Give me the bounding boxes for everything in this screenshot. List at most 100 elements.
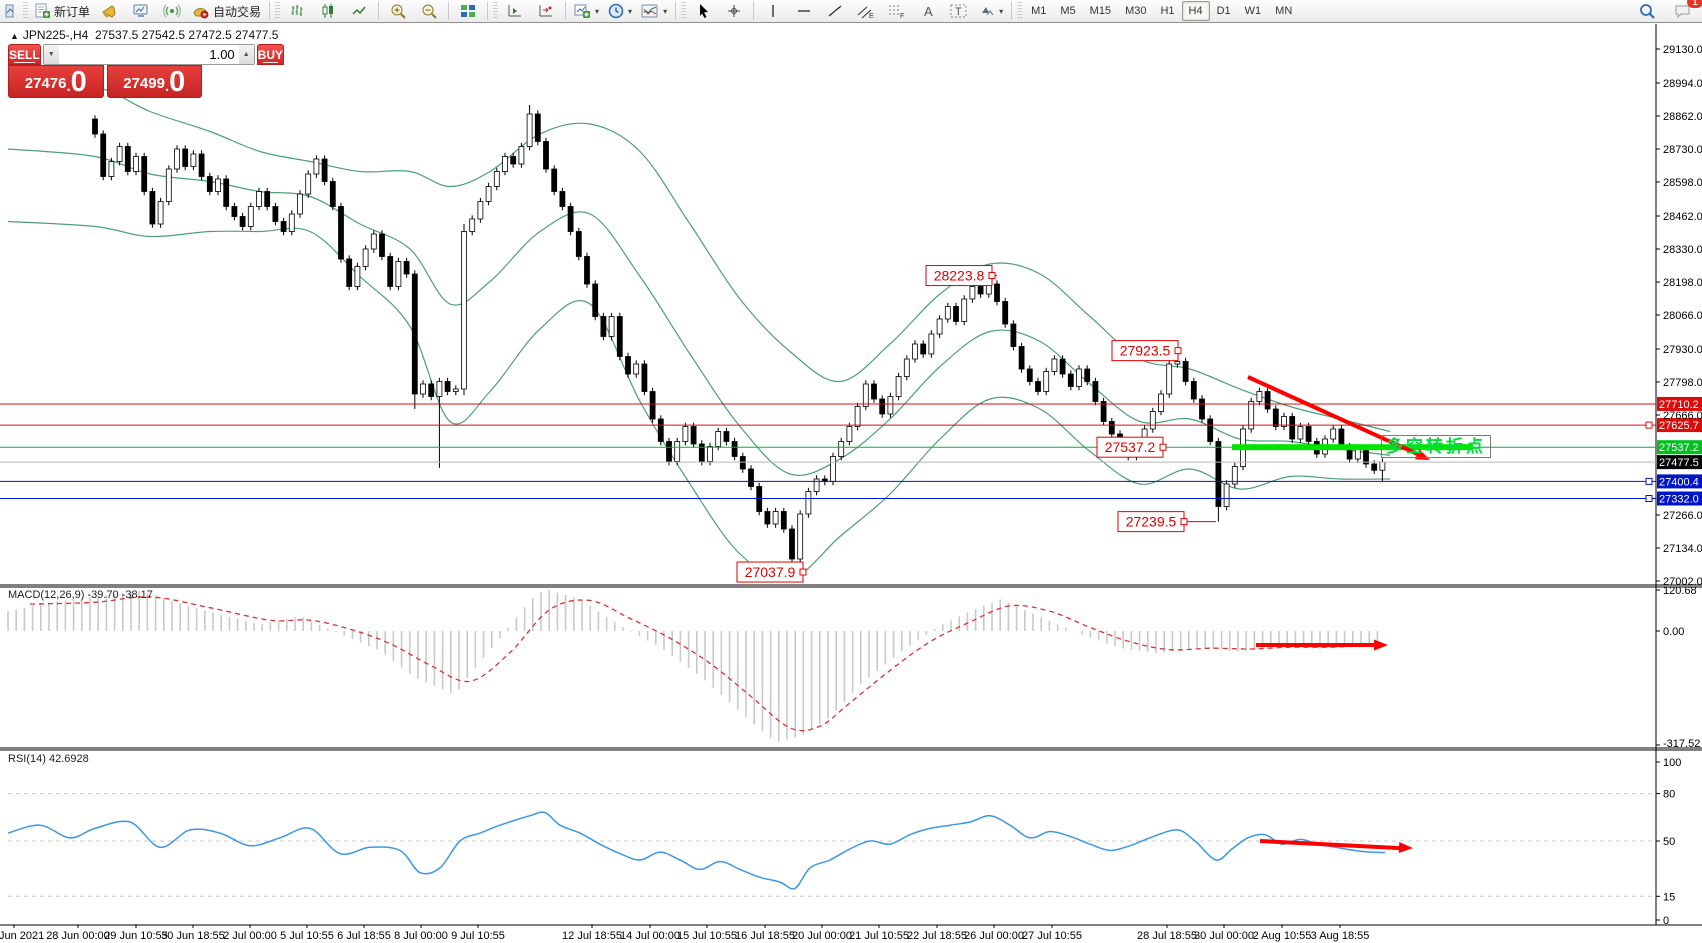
tf-button-M30[interactable]: M30 xyxy=(1125,5,1147,17)
arrow-head xyxy=(1374,639,1388,651)
new-order-button[interactable]: 新订单 xyxy=(30,0,94,22)
rsi-line xyxy=(7,811,1386,890)
shapes-icon xyxy=(979,3,995,19)
sell-button[interactable]: SELL xyxy=(8,44,41,65)
rsi-axis-label: 100 xyxy=(1663,757,1681,769)
tf-button-D1[interactable]: D1 xyxy=(1216,5,1231,17)
zoom-out-button[interactable] xyxy=(414,0,444,22)
date-label: 16 Jul 18:55 xyxy=(735,930,795,942)
macd-axis-label: 0.00 xyxy=(1663,626,1684,638)
date-label: 12 Jul 18:55 xyxy=(562,930,622,942)
indicators-button[interactable]: ▾ xyxy=(637,0,671,22)
volume-increase-button[interactable]: ▲ xyxy=(238,45,254,64)
auto-scroll-button[interactable] xyxy=(531,0,561,22)
date-label: 3 Aug 18:55 xyxy=(1311,930,1370,942)
callout-handle[interactable] xyxy=(988,272,996,280)
crosshair-icon xyxy=(726,3,742,19)
macd-axis-label: 120.68 xyxy=(1663,585,1697,597)
fibonacci-tool-button[interactable]: F xyxy=(882,0,912,22)
tf-button-M1[interactable]: M1 xyxy=(1031,5,1047,17)
tile-windows-icon xyxy=(460,3,476,19)
bollinger-middle xyxy=(7,148,1391,476)
tile-windows-button[interactable] xyxy=(453,0,483,22)
date-label: 8 Jul 00:00 xyxy=(394,930,448,942)
candles-icon xyxy=(320,3,336,19)
chat-button[interactable]: 1 xyxy=(1668,0,1702,22)
volume-decrease-button[interactable]: ▼ xyxy=(43,45,59,64)
trendline-tool-button[interactable] xyxy=(820,0,850,22)
sell-price[interactable]: 27476. 0 xyxy=(8,65,104,98)
channel-tool-button[interactable]: E xyxy=(851,0,881,22)
candle-chart-type-button[interactable] xyxy=(313,0,343,22)
search-button[interactable] xyxy=(1632,0,1662,22)
macd-signal-line xyxy=(29,596,1386,732)
price-badge-label: 27477.5 xyxy=(1659,457,1699,469)
rsi-axis-label: 50 xyxy=(1663,836,1675,848)
new-chart-button[interactable]: ▾ xyxy=(570,0,603,22)
new-order-label: 新订单 xyxy=(54,4,91,19)
callout-handle[interactable] xyxy=(799,568,807,576)
bars-icon xyxy=(289,3,305,19)
price-callout-label: 27923.5 xyxy=(1120,343,1171,359)
tf-button-M15[interactable]: M15 xyxy=(1089,5,1112,17)
shapes-tool-button[interactable]: ▾ xyxy=(975,0,1007,22)
clipped-icon xyxy=(0,0,21,22)
price-tick-label: 28462.0 xyxy=(1663,211,1702,223)
thick-level-segment[interactable] xyxy=(1232,444,1473,451)
line-handle-marker[interactable] xyxy=(1645,421,1653,429)
rsi-arrow-line[interactable] xyxy=(1259,839,1406,851)
tf-button-H4[interactable]: H4 xyxy=(1181,1,1210,21)
tf-button-M5[interactable]: M5 xyxy=(1060,5,1076,17)
strategy-tester-button[interactable] xyxy=(126,0,156,22)
tf-button-H1[interactable]: H1 xyxy=(1160,5,1175,17)
new-order-icon xyxy=(34,3,51,19)
cursor-tool-button[interactable] xyxy=(688,0,718,22)
trend-arrow-line[interactable] xyxy=(1247,375,1425,459)
chart-canvas[interactable]: 27710.2 27625.7 27537.2 27477.5 27400.4 27332… xyxy=(0,24,1702,943)
date-label: 28 Jul 18:55 xyxy=(1137,930,1197,942)
date-label: 28 Jun 00:00 xyxy=(46,930,110,942)
callout-handle[interactable] xyxy=(1174,347,1182,355)
line-chart-type-button[interactable] xyxy=(344,0,374,22)
market-watch-button[interactable] xyxy=(95,0,125,22)
signals-button[interactable] xyxy=(157,0,187,22)
volume-input[interactable] xyxy=(58,45,239,64)
buy-price[interactable]: 27499. 0 xyxy=(106,65,202,98)
price-badge-label: 27537.2 xyxy=(1659,442,1699,454)
text-annotation[interactable]: 多空转折点 xyxy=(1381,435,1491,458)
tf-button-W1[interactable]: W1 xyxy=(1244,5,1262,17)
hline-icon xyxy=(796,3,812,19)
line-handle-marker[interactable] xyxy=(1645,477,1653,485)
svg-text:E: E xyxy=(869,13,874,19)
label-icon: T xyxy=(950,3,968,19)
profiles-button[interactable]: ▾ xyxy=(604,0,636,22)
clock-icon xyxy=(608,3,624,19)
collapse-marker-icon[interactable]: ▲ xyxy=(10,31,19,41)
bollinger-lower xyxy=(7,220,1391,581)
rsi-header: RSI(14) 42.6928 xyxy=(8,753,89,765)
chart-shift-button[interactable] xyxy=(500,0,530,22)
price-callout-label: 28223.8 xyxy=(934,268,985,284)
chart-shift-icon xyxy=(507,3,523,19)
auto-trading-button[interactable]: 自动交易 xyxy=(188,0,265,22)
buy-button[interactable]: BUY xyxy=(256,44,285,65)
rsi-axis-label: 0 xyxy=(1663,915,1669,927)
hline-tool-button[interactable] xyxy=(789,0,819,22)
line-icon xyxy=(351,3,367,19)
one-click-trading-panel: SELL ▼ ▲ BUY 27476.0 27499.0 xyxy=(8,44,285,98)
text-tool-button[interactable]: A xyxy=(913,0,943,22)
date-label: 22 Jul 18:55 xyxy=(907,930,967,942)
crosshair-tool-button[interactable] xyxy=(719,0,749,22)
vline-tool-button[interactable] xyxy=(758,0,788,22)
callout-handle[interactable] xyxy=(1159,443,1167,451)
trendline-icon xyxy=(827,3,843,19)
zoom-in-button[interactable] xyxy=(383,0,413,22)
line-handle-marker[interactable] xyxy=(1645,495,1653,502)
bar-chart-type-button[interactable] xyxy=(282,0,312,22)
date-label: 24 Jun 2021 xyxy=(0,930,44,942)
search-icon xyxy=(1639,3,1656,20)
label-tool-button[interactable]: T xyxy=(944,0,974,22)
tf-button-MN[interactable]: MN xyxy=(1275,5,1293,17)
callout-handle[interactable] xyxy=(1180,518,1188,526)
